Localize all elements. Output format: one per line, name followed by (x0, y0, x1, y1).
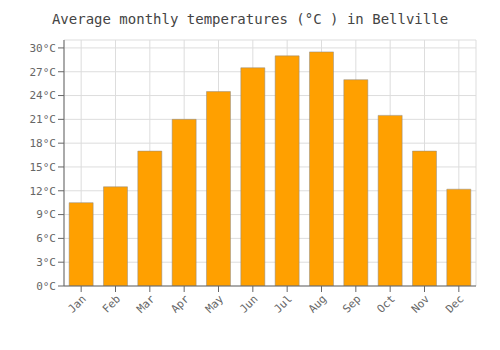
svg-text:18°C: 18°C (30, 137, 57, 150)
svg-text:Mar: Mar (134, 292, 158, 316)
svg-text:9°C: 9°C (36, 208, 56, 221)
svg-text:May: May (203, 292, 227, 316)
svg-text:Feb: Feb (100, 292, 123, 315)
html-text:Average monthly temperatures (: Average monthly temperatures (°C ) in Be… (51, 11, 449, 27)
svg-text:12°C: 12°C (30, 185, 57, 198)
svg-text:3°C: 3°C (36, 256, 56, 269)
svg-text:Nov: Nov (409, 292, 433, 316)
svg-text:24°C: 24°C (30, 89, 57, 102)
svg-text:Dec: Dec (443, 292, 466, 315)
svg-text:6°C: 6°C (36, 232, 56, 245)
svg-text:Jan: Jan (66, 292, 89, 315)
svg-text:21°C: 21°C (30, 113, 57, 126)
svg-text:Oct: Oct (375, 292, 398, 315)
svg-text:27°C: 27°C (30, 66, 57, 79)
svg-text:15°C: 15°C (30, 161, 57, 174)
svg-text:0°C: 0°C (36, 280, 56, 293)
svg-text:30°C: 30°C (30, 42, 57, 55)
svg-text:Apr: Apr (169, 292, 193, 316)
svg-text:Jul: Jul (272, 292, 295, 315)
svg-text:Jun: Jun (237, 292, 260, 315)
svg-text:Aug: Aug (306, 292, 329, 315)
svg-text:Sep: Sep (340, 292, 363, 315)
